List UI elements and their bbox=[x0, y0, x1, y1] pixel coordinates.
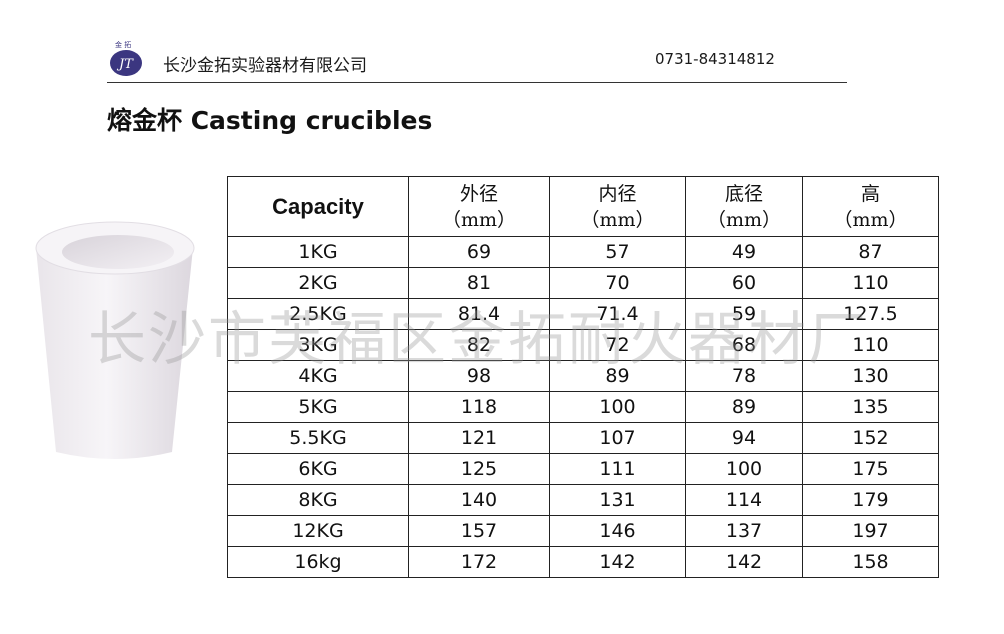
table-row: 16kg 172 142 142 158 bbox=[227, 546, 939, 578]
cell-height: 158 bbox=[802, 546, 939, 578]
crucible-image bbox=[30, 216, 200, 466]
table-row: 12KG 157 146 137 197 bbox=[227, 515, 939, 547]
header-outer-diameter: 外径 （mm） bbox=[408, 176, 550, 237]
cell-capacity: 2.5KG bbox=[227, 298, 409, 330]
cell-height: 87 bbox=[802, 236, 939, 268]
cell-outer: 69 bbox=[408, 236, 550, 268]
table-row: 5KG 118 100 89 135 bbox=[227, 391, 939, 423]
header-divider bbox=[107, 82, 847, 83]
cell-height: 197 bbox=[802, 515, 939, 547]
cell-inner: 142 bbox=[549, 546, 686, 578]
cell-height: 135 bbox=[802, 391, 939, 423]
cell-bottom: 78 bbox=[685, 360, 803, 392]
cell-bottom: 94 bbox=[685, 422, 803, 454]
page-title: 熔金杯 Casting crucibles bbox=[107, 106, 433, 135]
cell-outer: 121 bbox=[408, 422, 550, 454]
cell-outer: 118 bbox=[408, 391, 550, 423]
cell-bottom: 49 bbox=[685, 236, 803, 268]
table-row: 4KG 98 89 78 130 bbox=[227, 360, 939, 392]
cell-bottom: 142 bbox=[685, 546, 803, 578]
cell-bottom: 68 bbox=[685, 329, 803, 361]
cell-outer: 98 bbox=[408, 360, 550, 392]
cell-capacity: 1KG bbox=[227, 236, 409, 268]
cell-capacity: 8KG bbox=[227, 484, 409, 516]
cell-outer: 172 bbox=[408, 546, 550, 578]
header-bottom-diameter: 底径 （mm） bbox=[685, 176, 803, 237]
cell-inner: 107 bbox=[549, 422, 686, 454]
cell-bottom: 137 bbox=[685, 515, 803, 547]
logo-letters: JT bbox=[116, 57, 134, 72]
table-row: 2.5KG 81.4 71.4 59 127.5 bbox=[227, 298, 939, 330]
cell-capacity: 2KG bbox=[227, 267, 409, 299]
cell-inner: 100 bbox=[549, 391, 686, 423]
cell-bottom: 60 bbox=[685, 267, 803, 299]
table-header-row: Capacity 外径 （mm） 内径 （mm） 底径 （mm） 高 （mm） bbox=[227, 176, 939, 237]
cell-outer: 81.4 bbox=[408, 298, 550, 330]
cell-inner: 57 bbox=[549, 236, 686, 268]
cell-inner: 72 bbox=[549, 329, 686, 361]
cell-outer: 125 bbox=[408, 453, 550, 485]
cell-inner: 71.4 bbox=[549, 298, 686, 330]
company-logo: 金 拓 JT bbox=[106, 38, 152, 78]
cell-bottom: 114 bbox=[685, 484, 803, 516]
cell-height: 110 bbox=[802, 267, 939, 299]
cell-capacity: 5.5KG bbox=[227, 422, 409, 454]
header-height: 高 （mm） bbox=[802, 176, 939, 237]
header-inner-diameter: 内径 （mm） bbox=[549, 176, 686, 237]
cell-bottom: 100 bbox=[685, 453, 803, 485]
cell-height: 175 bbox=[802, 453, 939, 485]
table-row: 1KG 69 57 49 87 bbox=[227, 236, 939, 268]
company-name: 长沙金拓实验器材有限公司 bbox=[163, 56, 367, 76]
table-row: 2KG 81 70 60 110 bbox=[227, 267, 939, 299]
table-row: 8KG 140 131 114 179 bbox=[227, 484, 939, 516]
cell-height: 152 bbox=[802, 422, 939, 454]
cell-outer: 82 bbox=[408, 329, 550, 361]
cell-height: 110 bbox=[802, 329, 939, 361]
cell-outer: 157 bbox=[408, 515, 550, 547]
cell-capacity: 12KG bbox=[227, 515, 409, 547]
spec-table: Capacity 外径 （mm） 内径 （mm） 底径 （mm） 高 （mm） … bbox=[227, 176, 939, 578]
logo-small-text: 金 拓 bbox=[115, 40, 131, 49]
cell-capacity: 4KG bbox=[227, 360, 409, 392]
cell-inner: 111 bbox=[549, 453, 686, 485]
cell-capacity: 16kg bbox=[227, 546, 409, 578]
phone-number: 0731-84314812 bbox=[655, 50, 775, 68]
cell-capacity: 3KG bbox=[227, 329, 409, 361]
cell-inner: 146 bbox=[549, 515, 686, 547]
cell-inner: 131 bbox=[549, 484, 686, 516]
table-row: 6KG 125 111 100 175 bbox=[227, 453, 939, 485]
header-capacity: Capacity bbox=[227, 176, 409, 237]
cell-height: 127.5 bbox=[802, 298, 939, 330]
table-row: 5.5KG 121 107 94 152 bbox=[227, 422, 939, 454]
cell-inner: 89 bbox=[549, 360, 686, 392]
cell-capacity: 5KG bbox=[227, 391, 409, 423]
cell-capacity: 6KG bbox=[227, 453, 409, 485]
cell-bottom: 59 bbox=[685, 298, 803, 330]
table-row: 3KG 82 72 68 110 bbox=[227, 329, 939, 361]
cell-outer: 140 bbox=[408, 484, 550, 516]
cell-inner: 70 bbox=[549, 267, 686, 299]
cell-bottom: 89 bbox=[685, 391, 803, 423]
cell-height: 179 bbox=[802, 484, 939, 516]
cell-outer: 81 bbox=[408, 267, 550, 299]
cell-height: 130 bbox=[802, 360, 939, 392]
